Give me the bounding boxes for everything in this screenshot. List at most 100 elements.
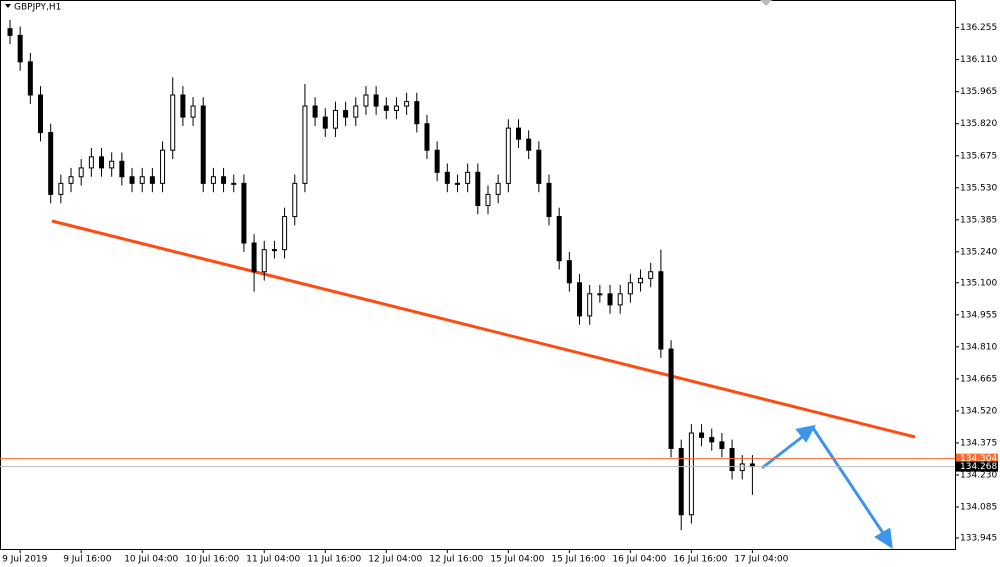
candle-body — [170, 94, 176, 151]
candle-body — [38, 94, 44, 134]
x-tick-label: 15 Jul 04:00 — [490, 555, 544, 565]
candle-body — [465, 171, 471, 184]
y-tick-label: 134.085 — [960, 503, 997, 513]
candle-body — [577, 282, 583, 317]
candle-body — [444, 171, 450, 184]
trend-line — [51, 219, 916, 439]
price-label: 134.268 — [960, 462, 997, 472]
candle-body — [180, 94, 186, 118]
arrow-head — [795, 424, 816, 443]
y-tick-label: 134.375 — [960, 438, 997, 448]
candle-body — [627, 282, 633, 295]
x-tick-label: 11 Jul 04:00 — [246, 555, 300, 565]
candle-body — [587, 293, 593, 317]
candle-body — [658, 271, 664, 350]
candle-body — [719, 441, 725, 449]
candle-body — [424, 123, 430, 151]
candle-body — [68, 176, 74, 184]
candle-body — [78, 167, 84, 178]
y-tick-label: 134.810 — [960, 342, 997, 352]
candle-body — [688, 432, 694, 516]
x-tick-label: 16 Jul 04:00 — [612, 555, 666, 565]
candle-body — [231, 182, 237, 185]
candle-body — [221, 176, 227, 184]
candle-body — [119, 160, 125, 178]
y-tick-label: 134.665 — [960, 374, 997, 384]
price-label-box — [956, 461, 998, 472]
candle-body — [261, 249, 267, 273]
plot-frame — [0, 0, 956, 550]
y-tick-label: 135.675 — [960, 151, 997, 161]
candle-body — [109, 160, 115, 169]
y-tick-label: 135.530 — [960, 183, 997, 193]
candle-body — [322, 116, 328, 129]
candle-body — [343, 109, 349, 118]
candle-body — [241, 182, 247, 244]
arrow-up — [761, 432, 807, 470]
y-tick-label: 134.955 — [960, 310, 997, 320]
candle-body — [7, 28, 13, 36]
candle-body — [27, 61, 33, 96]
x-tick-label: 17 Jul 04:00 — [734, 555, 788, 565]
x-tick-label: 15 Jul 16:00 — [551, 555, 605, 565]
candle-body — [149, 176, 155, 184]
candle-body — [58, 182, 64, 195]
candle-body — [617, 293, 623, 306]
candle-body — [383, 105, 389, 111]
candle-body — [129, 176, 135, 184]
candle-body — [678, 447, 684, 516]
symbol-menu-arrow[interactable] — [5, 4, 11, 8]
candle-body — [373, 94, 379, 107]
candle-body — [88, 156, 94, 169]
x-tick-label: 10 Jul 04:00 — [124, 555, 178, 565]
candle-body — [99, 156, 105, 169]
y-tick-label: 135.965 — [960, 87, 997, 97]
candle-body — [434, 149, 440, 173]
candle-body — [393, 105, 399, 111]
y-tick-label: 135.240 — [960, 247, 997, 257]
candle-body — [312, 105, 318, 118]
forecast-arrows — [761, 424, 893, 549]
x-tick-label: 10 Jul 16:00 — [185, 555, 239, 565]
candle-body — [709, 436, 715, 443]
candle-body — [190, 105, 196, 118]
arrow-down — [811, 427, 887, 537]
x-tick-label: 12 Jul 16:00 — [429, 555, 483, 565]
y-tick-label: 135.385 — [960, 215, 997, 225]
y-tick-label: 134.520 — [960, 406, 997, 416]
arrow-head — [874, 527, 893, 549]
shift-marker — [760, 0, 772, 6]
candle-body — [505, 127, 511, 184]
candle-body — [648, 271, 654, 279]
candle-body — [160, 149, 166, 184]
candle-body — [699, 432, 705, 438]
y-tick-label: 135.820 — [960, 119, 997, 129]
x-tick-label: 16 Jul 16:00 — [673, 555, 727, 565]
chart-title: GBPJPY,H1 — [14, 3, 61, 13]
price-label: 134.304 — [960, 454, 997, 464]
candle-body — [404, 101, 410, 107]
candle-body — [210, 176, 216, 184]
candle-body — [668, 348, 674, 449]
candle-body — [200, 105, 206, 184]
x-tick-label: 11 Jul 16:00 — [307, 555, 361, 565]
candle-body — [271, 249, 277, 252]
candle-body — [17, 34, 23, 63]
candle-body — [526, 138, 532, 151]
y-tick-label: 135.100 — [960, 278, 997, 288]
candle-body — [251, 242, 257, 273]
y-tick-label: 136.110 — [960, 55, 997, 65]
candle-body — [485, 193, 491, 206]
candle-body — [353, 105, 359, 118]
x-tick-label: 9 Jul 2019 — [2, 555, 47, 565]
candle-body — [48, 132, 54, 195]
candle-body — [556, 216, 562, 262]
y-tick-label: 136.255 — [960, 23, 997, 33]
price-label-box — [956, 453, 998, 464]
candle-body — [516, 127, 521, 140]
y-tick-label: 133.945 — [960, 533, 997, 543]
candle-body — [607, 293, 613, 306]
x-tick-label: 9 Jul 16:00 — [63, 555, 112, 565]
